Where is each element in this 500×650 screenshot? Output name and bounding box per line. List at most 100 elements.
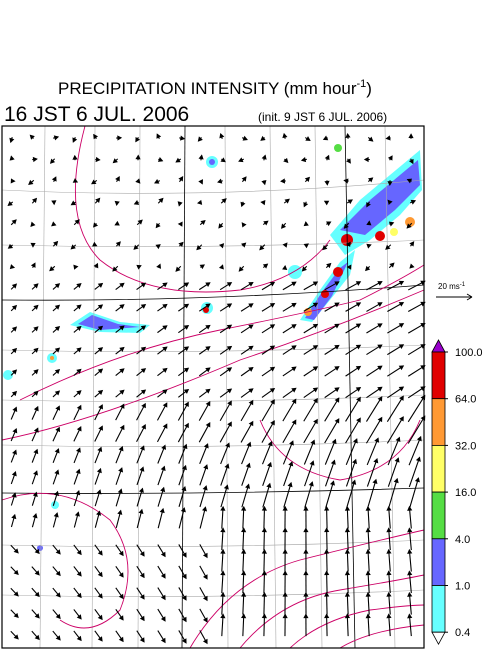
wind-arrow-head: [291, 398, 297, 404]
wind-arrow-head: [282, 570, 288, 576]
wind-arrow-head: [159, 507, 165, 514]
wind-arrow-head: [414, 477, 420, 483]
wind-arrow-head: [241, 591, 247, 597]
wind-arrow-head: [55, 570, 61, 577]
wind-arrow-head: [313, 418, 318, 425]
wind-arrow-head: [76, 614, 82, 620]
wind-arrow-head: [407, 527, 413, 533]
wind-arrow-head: [344, 548, 351, 554]
colorbar-label: 32.0: [455, 440, 476, 452]
wind-arrow-head: [202, 595, 208, 602]
wind-arrow-head: [241, 527, 247, 533]
wind-arrow-head: [225, 442, 230, 448]
map-area: [1, 125, 426, 649]
wind-arrow-head: [205, 422, 211, 428]
wind-arrow-head: [269, 345, 276, 351]
wind-arrow-head: [76, 592, 82, 599]
wind-arrow-head: [140, 368, 147, 374]
wind-arrow-head: [161, 444, 167, 450]
wind-arrow-head: [343, 178, 349, 184]
wind-arrow-head: [365, 591, 371, 597]
wind-arrow-head: [34, 591, 40, 598]
wind-arrow: [282, 420, 297, 443]
wind-arrow-head: [344, 527, 351, 533]
wind-arrow-head: [408, 158, 414, 165]
wind-arrow-head: [387, 155, 393, 161]
wind-arrow-head: [334, 302, 340, 308]
wind-arrow-head: [287, 481, 293, 488]
wind-arrow: [219, 401, 232, 421]
wind-arrow-head: [160, 616, 166, 622]
wind-arrow-head: [158, 197, 164, 204]
wind-arrow-head: [205, 388, 211, 394]
wind-arrow-head: [241, 570, 247, 576]
wind-arrow-head: [345, 132, 351, 138]
colorbar-box: [431, 444, 446, 493]
wind-arrow-head: [305, 136, 311, 141]
wind-arrow-head: [197, 136, 203, 142]
wind-arrow-head: [241, 222, 247, 228]
wind-arrow-head: [182, 443, 188, 450]
wind-arrow-head: [393, 477, 399, 484]
wind-arrow-head: [196, 199, 203, 205]
wind-arrow-head: [33, 470, 39, 476]
wind-arrow-head: [178, 176, 184, 182]
graticule-major: [1, 125, 425, 649]
wind-arrow-head: [226, 345, 233, 351]
wind-arrow-head: [303, 591, 309, 597]
wind-arrow-head: [303, 243, 310, 249]
wind-arrow-head: [241, 613, 247, 619]
wind-arrow-head: [240, 201, 246, 208]
wind-arrow-head: [12, 406, 18, 412]
wind-arrow-head: [72, 154, 78, 160]
wind-arrow-head: [248, 388, 254, 394]
wind-arrow-head: [33, 390, 39, 396]
wind-arrow-head: [31, 197, 38, 204]
wind-arrow-head: [76, 635, 82, 642]
wind-arrow-head: [199, 264, 205, 270]
wind-arrow-head: [55, 592, 61, 598]
wind-arrow: [241, 463, 250, 486]
wind-arrow-head: [13, 634, 19, 640]
vector-legend-text: 20 ms: [438, 282, 460, 291]
wind-arrow-head: [395, 436, 401, 443]
wind-arrow-head: [281, 223, 287, 229]
wind-arrow-head: [280, 178, 286, 184]
wind-arrow-head: [119, 389, 125, 395]
wind-arrow-head: [269, 324, 276, 330]
wind-arrow-head: [119, 424, 125, 431]
wind-arrow-head: [202, 552, 208, 559]
wind-arrow-head: [312, 323, 319, 329]
wind-arrow: [408, 436, 422, 466]
wind-arrow-head: [32, 156, 38, 163]
wind-arrow-head: [49, 266, 55, 272]
wind-arrow-head: [97, 636, 103, 642]
wind-arrow-head: [162, 325, 168, 331]
wind-arrow-head: [406, 178, 413, 184]
wind-arrow-head: [181, 552, 187, 558]
wind-arrow-head: [334, 418, 340, 424]
wind-arrow-head: [30, 262, 36, 268]
wind-arrow-head: [324, 505, 330, 511]
wind-arrow-head: [399, 395, 404, 401]
wind-arrow-head: [33, 405, 39, 412]
wind-arrow-head: [308, 481, 314, 487]
wind-arrow-head: [291, 345, 297, 351]
wind-arrow-head: [76, 390, 82, 396]
wind-arrow: [282, 399, 297, 422]
wind-arrow: [346, 480, 356, 509]
wind-arrow-head: [246, 441, 252, 448]
wind-arrow-head: [241, 548, 247, 554]
wind-arrow-head: [53, 512, 59, 518]
wind-arrow-head: [118, 615, 124, 621]
wind-arrow-head: [312, 345, 319, 350]
wind-arrow-head: [28, 179, 34, 185]
wind-arrow-head: [70, 244, 76, 250]
colorbar-label: 100.0: [455, 347, 483, 359]
wind-arrow-head: [322, 245, 328, 251]
wind-arrow-head: [9, 137, 15, 144]
wind-arrow-head: [344, 570, 351, 576]
wind-arrow-head: [261, 527, 267, 533]
wind-arrow-head: [356, 417, 361, 423]
wind-arrow: [262, 462, 272, 486]
